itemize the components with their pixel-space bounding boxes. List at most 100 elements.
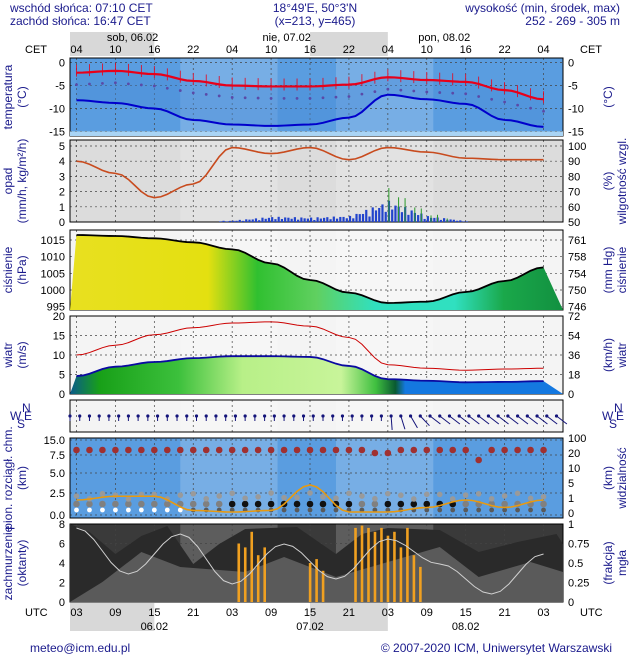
panel-border xyxy=(69,437,564,519)
axis-label: (km/h) xyxy=(601,338,615,372)
wind-arrow-head xyxy=(389,414,393,418)
night-band xyxy=(335,438,434,518)
precipitation-bar xyxy=(254,218,258,222)
precipitation-bar xyxy=(284,217,287,222)
precipitation-bar xyxy=(326,217,329,222)
mid-cloud-point xyxy=(436,491,443,498)
y-tick-label: -15 xyxy=(49,126,65,138)
wind-arrow-head xyxy=(370,414,374,418)
cloud-top-point xyxy=(332,446,340,454)
mid-cloud-point xyxy=(398,492,404,499)
precipitation-bar xyxy=(332,216,335,222)
feels-like-point xyxy=(269,96,273,100)
cloud-top-point xyxy=(267,446,275,454)
wind-arrow-head xyxy=(214,414,218,418)
wind-arrow-head xyxy=(477,414,481,418)
cloud-base-point xyxy=(228,500,236,508)
fog-bar xyxy=(386,535,390,602)
precipitation-bar xyxy=(322,217,326,222)
cloud-base-point xyxy=(73,500,80,508)
y-tick-label: -5 xyxy=(568,81,578,93)
low-cloud-point xyxy=(100,507,105,513)
footer-email[interactable]: meteo@icm.edu.pl xyxy=(30,641,130,655)
precipitation-bar xyxy=(355,213,358,222)
y-tick-label: 100 xyxy=(568,141,586,153)
feels-like-point xyxy=(101,81,104,85)
y-tick-label: 8 xyxy=(59,519,65,531)
wind-arrow xyxy=(478,415,490,425)
cloud-cover-line xyxy=(76,527,544,595)
feels-like-point xyxy=(217,94,221,98)
axis-label: (km) xyxy=(601,466,615,490)
y-tick-label: 20 xyxy=(53,311,65,323)
mid-cloud-point xyxy=(488,495,495,502)
low-cloud-point xyxy=(294,507,300,513)
hour-tick-label: 22 xyxy=(498,44,510,56)
y-tick-label: 0 xyxy=(59,58,65,70)
day-label: 08.02 xyxy=(452,621,480,633)
wind-arrow-head xyxy=(428,414,432,418)
feels-like-point xyxy=(152,84,156,88)
hour-tick-label: 03 xyxy=(70,607,82,619)
feels-like-point xyxy=(399,88,403,92)
fog-bar xyxy=(315,559,318,602)
feels-like-point xyxy=(477,95,481,98)
wind-arrow-head xyxy=(408,414,413,418)
wind-arrow-head xyxy=(525,414,529,418)
wind-arrow-head xyxy=(340,414,345,418)
y-tick-label: 0 xyxy=(59,389,65,401)
coords-text: 18°49'E, 50°3'N xyxy=(273,1,357,15)
compass-n: N xyxy=(614,401,623,415)
wind-arrow xyxy=(390,415,393,430)
precipitation-bar xyxy=(426,216,429,222)
wind-arrow-head xyxy=(78,414,82,418)
precipitation-bar xyxy=(313,220,316,222)
sunrise-text: wschód słońca: 07:10 CET xyxy=(9,1,153,15)
y-tick-label: -10 xyxy=(568,103,584,115)
low-cloud-point xyxy=(164,507,170,513)
axis-label: (hPa) xyxy=(15,255,29,284)
cloud-top-point xyxy=(202,446,210,454)
wind-arrow xyxy=(468,415,480,425)
low-cloud-point xyxy=(307,507,313,513)
compass-s: S xyxy=(17,417,25,431)
wind-arrow-head xyxy=(243,414,247,418)
fog-bar xyxy=(250,531,254,602)
low-cloud-point xyxy=(138,507,144,513)
precipitation-bar xyxy=(258,220,261,222)
low-cloud-point xyxy=(125,507,131,513)
cloud-base-point xyxy=(99,500,106,508)
feels-like-point xyxy=(178,89,182,92)
mid-cloud-point xyxy=(99,490,106,497)
precipitation-bar xyxy=(378,207,381,222)
wind-arrow-head xyxy=(535,414,539,418)
mid-cloud-point xyxy=(501,493,508,499)
time-zone-label: UTC xyxy=(580,607,603,619)
mid-cloud-point xyxy=(449,496,456,502)
top-time-axis: CET CET 04 10 16 22 04 10 16 22 04 10 16 22 04 sob, 06.… xyxy=(25,32,602,56)
precipitation-bar xyxy=(241,220,245,222)
feels-like-point xyxy=(503,100,507,104)
cloud-top-point xyxy=(371,449,379,457)
wind-arrow xyxy=(458,415,470,425)
y-tick-label: 2 xyxy=(59,187,65,199)
y-tick-label: 0 xyxy=(568,597,574,609)
hour-tick-label: 21 xyxy=(498,607,510,619)
y-tick-label: 20 xyxy=(568,448,580,460)
axis-label: (frakcja) xyxy=(601,541,615,584)
feels-like-point xyxy=(516,103,519,107)
wind-arrow-head xyxy=(233,414,238,418)
cloud-top-point xyxy=(138,446,145,454)
feels-like-point xyxy=(204,93,208,96)
mid-cloud-point xyxy=(268,490,274,496)
y-tick-label: 60 xyxy=(568,202,580,214)
y-tick-label: 761 xyxy=(568,235,586,247)
night-band xyxy=(180,400,278,432)
cloud-top-point xyxy=(436,446,444,454)
y-tick-label: 100 xyxy=(568,433,586,445)
wind-arrow xyxy=(507,415,519,425)
cloud-base-point xyxy=(384,500,392,508)
